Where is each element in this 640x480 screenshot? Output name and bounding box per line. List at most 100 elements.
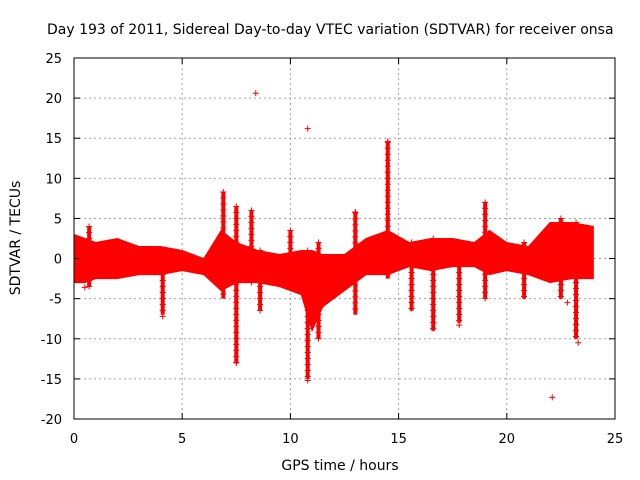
data-point bbox=[430, 313, 437, 320]
data-point bbox=[482, 271, 489, 278]
data-point bbox=[248, 249, 255, 256]
data-point bbox=[159, 265, 166, 272]
data-point bbox=[315, 299, 322, 306]
data-point bbox=[573, 243, 580, 250]
data-point bbox=[233, 299, 240, 306]
data-point bbox=[573, 327, 580, 334]
data-spike bbox=[159, 247, 166, 315]
data-point bbox=[482, 289, 489, 296]
y-tick-label: -5 bbox=[49, 293, 62, 308]
data-point bbox=[573, 321, 580, 328]
data-point bbox=[564, 299, 571, 306]
y-axis-label: SDTVAR / TECUs bbox=[8, 181, 24, 296]
y-tick-label: 15 bbox=[45, 132, 62, 147]
data-point bbox=[573, 249, 580, 256]
data-spike bbox=[430, 235, 437, 332]
data-point bbox=[573, 261, 580, 268]
data-point bbox=[159, 295, 166, 302]
data-point bbox=[456, 322, 463, 329]
data-point bbox=[384, 223, 391, 230]
y-tick-label: 20 bbox=[45, 92, 62, 107]
data-point bbox=[233, 293, 240, 300]
data-point bbox=[287, 239, 294, 246]
data-point bbox=[352, 257, 359, 264]
data-point bbox=[248, 225, 255, 232]
data-point bbox=[352, 251, 359, 258]
data-point bbox=[86, 241, 93, 248]
data-point bbox=[257, 253, 264, 260]
data-point bbox=[521, 245, 528, 252]
data-spike bbox=[482, 199, 489, 302]
data-point bbox=[521, 287, 528, 294]
data-point bbox=[430, 289, 437, 296]
data-point bbox=[304, 283, 311, 290]
data-point bbox=[315, 317, 322, 324]
data-point bbox=[315, 263, 322, 270]
y-tick-label: 25 bbox=[45, 52, 62, 67]
data-point bbox=[384, 157, 391, 164]
data-point bbox=[159, 247, 166, 254]
data-point bbox=[304, 349, 311, 356]
x-tick-label: 25 bbox=[607, 432, 624, 447]
data-point bbox=[384, 247, 391, 254]
data-spike bbox=[521, 239, 528, 300]
data-point bbox=[573, 297, 580, 304]
data-point bbox=[248, 213, 255, 220]
data-point bbox=[408, 299, 415, 306]
data-point bbox=[304, 331, 311, 338]
data-point bbox=[384, 211, 391, 218]
data-point bbox=[220, 212, 227, 219]
data-point bbox=[304, 259, 311, 266]
data-point bbox=[233, 233, 240, 240]
data-point bbox=[159, 289, 166, 296]
data-point bbox=[408, 239, 415, 246]
chart-title: Day 193 of 2011, Sidereal Day-to-day VTE… bbox=[47, 22, 614, 38]
data-point bbox=[304, 319, 311, 326]
data-point bbox=[482, 295, 489, 302]
data-point bbox=[248, 273, 255, 280]
data-spike bbox=[287, 227, 294, 283]
data-point bbox=[573, 333, 580, 340]
data-point bbox=[573, 315, 580, 322]
data-point bbox=[220, 224, 227, 231]
data-point bbox=[248, 255, 255, 262]
data-point bbox=[304, 277, 311, 284]
data-point bbox=[248, 237, 255, 244]
data-point bbox=[315, 323, 322, 330]
data-point bbox=[384, 145, 391, 152]
data-point bbox=[521, 263, 528, 270]
data-point bbox=[482, 247, 489, 254]
y-tick-label: -10 bbox=[41, 333, 62, 348]
data-point bbox=[521, 293, 528, 300]
data-point bbox=[86, 265, 93, 272]
data-point bbox=[408, 281, 415, 288]
data-point bbox=[86, 271, 93, 278]
y-tick-label: 10 bbox=[45, 172, 62, 187]
data-point bbox=[557, 269, 564, 276]
data-point bbox=[482, 241, 489, 248]
data-point bbox=[220, 266, 227, 273]
data-point bbox=[456, 239, 463, 246]
data-point bbox=[549, 394, 556, 401]
data-point bbox=[430, 319, 437, 326]
data-point bbox=[220, 272, 227, 279]
data-point bbox=[557, 215, 564, 222]
data-point bbox=[430, 241, 437, 248]
data-point bbox=[557, 227, 564, 234]
data-point bbox=[352, 245, 359, 252]
data-point bbox=[573, 303, 580, 310]
data-point bbox=[220, 236, 227, 243]
data-point bbox=[252, 90, 259, 97]
data-point bbox=[248, 207, 255, 214]
x-tick-label: 10 bbox=[282, 432, 299, 447]
data-point bbox=[159, 283, 166, 290]
data-point bbox=[384, 163, 391, 170]
data-spike bbox=[573, 219, 580, 340]
data-point bbox=[86, 277, 93, 284]
data-point bbox=[456, 275, 463, 282]
data-point bbox=[482, 265, 489, 272]
data-point bbox=[482, 217, 489, 224]
data-point bbox=[456, 269, 463, 276]
data-point bbox=[304, 247, 311, 254]
